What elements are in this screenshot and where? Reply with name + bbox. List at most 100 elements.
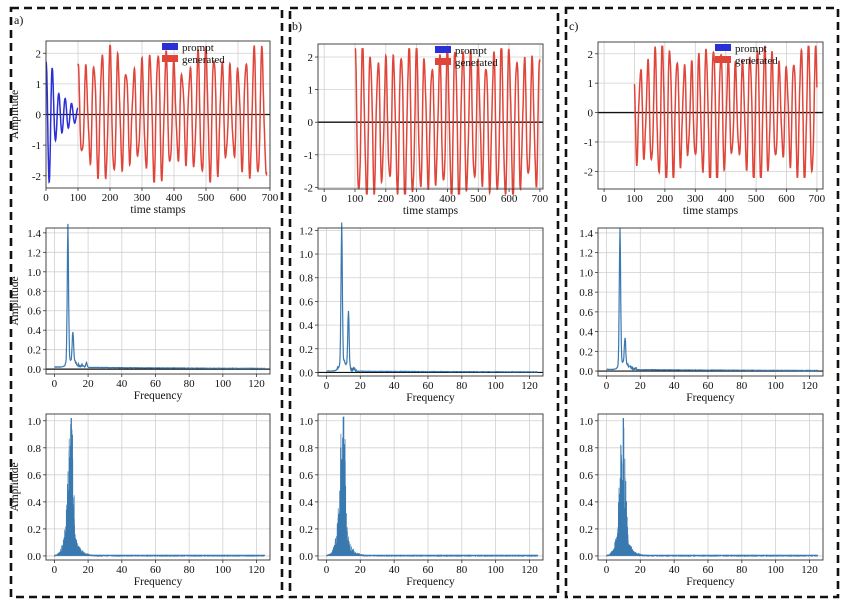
y-axis-label: Amplitude [9,276,21,325]
x-tick-label: 0 [324,380,330,392]
x-tick-label: 20 [355,380,367,392]
panel-frame [288,6,560,599]
x-tick-label: 60 [422,564,434,576]
x-tick-label: 700 [262,192,279,204]
y-tick-label: -1 [304,150,313,162]
y-tick-label: 0.8 [27,286,41,298]
x-tick-label: 400 [717,193,734,205]
y-tick-label: 1 [588,78,594,90]
panel-label: c) [569,19,578,33]
y-tick-label: 2 [588,49,594,61]
y-tick-label: 1.0 [27,267,41,279]
y-tick-label: -2 [32,171,41,183]
x-tick-label: 0 [601,193,607,205]
x-tick-label: 60 [422,380,434,392]
y-tick-label: 1.2 [579,248,593,260]
x-tick-label: 100 [767,380,784,392]
y-tick-label: 0.8 [299,443,313,455]
plot-frame [45,227,271,375]
x-tick-label: 60 [702,380,714,392]
x-tick-label: 40 [389,380,401,392]
spectrum-series [606,227,819,372]
x-tick-label: 20 [83,564,95,576]
chart-c-row3: 0 20 40 60 80 100 120 0.0 0.2 0.4 0.6 0.8 1.0 Frequen… [579,413,824,588]
x-tick-label: 300 [687,193,704,205]
y-tick-label: -1 [32,140,41,152]
x-tick-label: 80 [456,564,468,576]
x-tick-label: 0 [324,564,330,576]
y-tick-label: 1.4 [579,228,593,240]
y-tick-label: 1.4 [27,228,41,240]
x-axis-label: Frequency [686,576,735,588]
y-axis-label: Amplitude [9,462,21,511]
x-tick-label: 60 [150,564,162,576]
y-tick-label: 1.0 [299,249,313,261]
x-tick-label: 120 [248,378,265,390]
y-tick-label: 0.4 [27,325,41,337]
x-tick-label: 100 [215,378,232,390]
y-tick-label: 0.4 [27,497,41,509]
panel-label: b) [292,19,302,33]
x-tick-label: 600 [501,193,518,205]
y-tick-label: 0.2 [27,524,41,536]
plot-frame [45,413,271,561]
x-tick-label: 600 [230,192,247,204]
y-tick-label: -2 [584,166,593,178]
legend-swatch-generated [435,58,451,65]
x-axis-label: Frequency [134,576,183,588]
x-tick-label: 200 [378,193,395,205]
y-tick-label: 0.0 [299,551,313,563]
y-tick-label: 1 [36,79,42,91]
x-tick-label: 20 [635,564,647,576]
x-tick-label: 80 [456,380,468,392]
x-axis-label: Frequency [406,392,455,404]
legend-swatch-prompt [435,46,451,53]
legend-label-prompt: prompt [455,45,487,57]
x-tick-label: 700 [809,193,826,205]
x-tick-label: 100 [626,193,643,205]
y-tick-label: 0.2 [579,346,593,358]
plot-frame [597,41,824,190]
x-tick-label: 120 [248,564,265,576]
y-tick-label: 1.0 [579,416,593,428]
x-tick-label: 500 [748,193,765,205]
x-axis-label: Frequency [134,390,183,402]
prompt-series [45,61,79,184]
x-tick-label: 100 [487,564,504,576]
x-tick-label: 80 [184,564,196,576]
x-axis-label: Frequency [686,392,735,404]
legend-swatch-generated [715,56,731,63]
plot-frame [317,413,544,561]
plot-frame [597,413,824,561]
panel-label: a) [14,13,23,27]
y-tick-label: 0.6 [579,470,593,482]
spectrum-series [54,223,265,370]
x-tick-label: 120 [801,564,818,576]
y-tick-label: 0.8 [579,287,593,299]
x-tick-label: 100 [487,380,504,392]
x-axis-label: time stamps [130,204,186,216]
x-tick-label: 700 [532,193,549,205]
y-tick-label: 0.4 [579,497,593,509]
x-tick-label: 80 [184,378,196,390]
x-tick-label: 500 [470,193,487,205]
x-tick-label: 20 [355,564,367,576]
x-tick-label: 40 [669,564,681,576]
legend-swatch-generated [162,55,178,62]
x-tick-label: 40 [669,380,681,392]
y-tick-label: 0.0 [27,364,41,376]
y-tick-label: 0.0 [299,367,313,379]
y-tick-label: 0.4 [299,497,313,509]
chart-b-row2: 0 20 40 60 80 100 120 0.0 0.2 0.4 0.6 0.8 1.0 1.2 Freq… [299,222,544,404]
y-tick-label: -2 [304,182,313,194]
legend-label-generated: generated [735,55,778,67]
chart-c-row2: 0 20 40 60 80 100 120 0.0 0.2 0.4 0.6 0.8 1.0 1.2 1.4 F… [579,227,824,404]
x-tick-label: 200 [657,193,674,205]
y-tick-label: 1.0 [579,267,593,279]
y-tick-label: 1.0 [299,416,313,428]
x-tick-label: 100 [767,564,784,576]
y-tick-label: 1.2 [27,247,41,259]
